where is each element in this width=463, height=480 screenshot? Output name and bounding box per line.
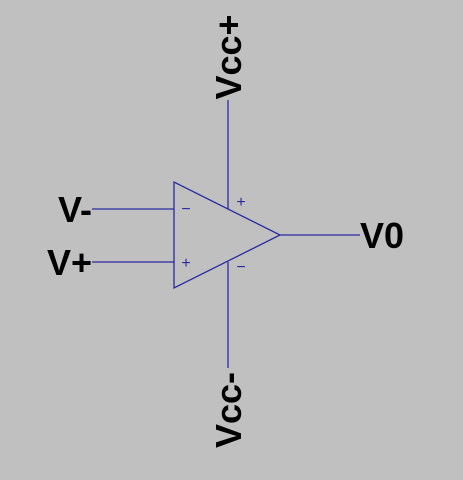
supply-negative-mark: −	[236, 259, 245, 276]
op-amp-triangle	[173, 180, 282, 290]
label-v-minus: V-	[58, 189, 92, 230]
non-inverting-input-mark: +	[181, 255, 190, 272]
label-vcc-minus: Vcc-	[208, 372, 249, 448]
label-v-plus: V+	[47, 242, 92, 283]
wires	[92, 100, 360, 368]
label-v-out: V0	[360, 215, 404, 256]
label-vcc-plus: Vcc+	[208, 14, 249, 99]
inverting-input-mark: −	[181, 201, 190, 218]
supply-positive-mark: +	[236, 194, 245, 211]
